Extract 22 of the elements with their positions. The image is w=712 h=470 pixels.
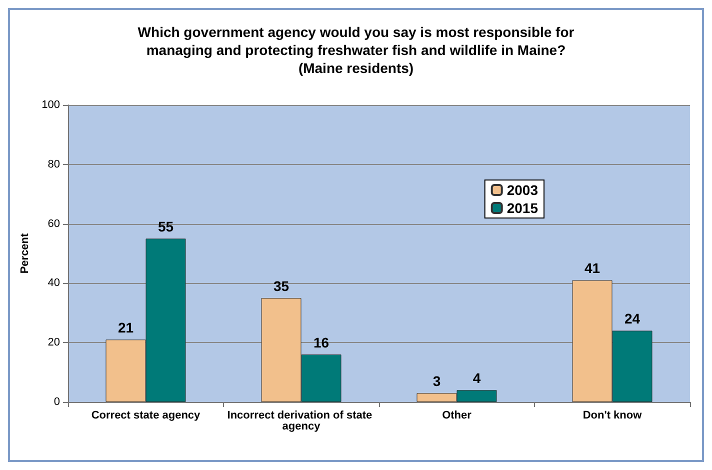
chart-title: Which government agency would you say is most responsible for managing and protecting freshwater fish and wildlife in Maine? (Maine residents) xyxy=(138,24,575,76)
data-label: 4 xyxy=(472,370,481,386)
x-tick-label: Other xyxy=(442,410,472,422)
y-axis-title: Percent xyxy=(19,232,32,274)
y-tick-label: 80 xyxy=(48,158,60,170)
y-tick-label: 40 xyxy=(48,277,60,290)
y-tick-label: 60 xyxy=(48,218,60,230)
data-label: 3 xyxy=(432,373,441,390)
data-label: 35 xyxy=(273,278,290,294)
data-label: 24 xyxy=(624,310,640,327)
data-label: 16 xyxy=(313,334,330,350)
data-label: 41 xyxy=(584,260,600,276)
x-tick-label: Don't know xyxy=(582,410,642,422)
x-tick-label: Incorrect derivation of state agency xyxy=(227,410,376,432)
data-label: 55 xyxy=(158,218,174,235)
y-tick-label: 20 xyxy=(48,336,60,349)
legend-label: 2003 xyxy=(506,182,538,198)
legend-label: 2015 xyxy=(506,200,538,216)
data-label: 21 xyxy=(118,320,134,336)
x-tick-label: Correct state agency xyxy=(91,410,202,422)
y-tick-label: 0 xyxy=(54,396,60,408)
y-tick-label: 100 xyxy=(42,99,60,111)
